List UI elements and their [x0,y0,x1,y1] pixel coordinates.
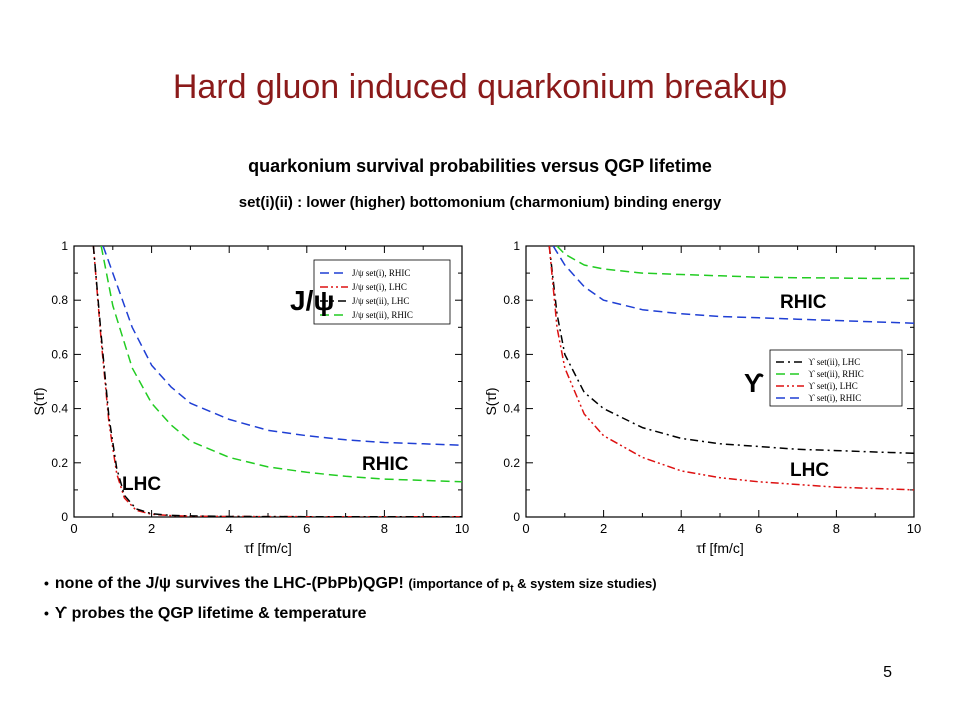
x-tick-label: 2 [600,521,607,536]
series-line-1 [92,246,462,517]
legend-label-1: ϒ set(ii), RHIC [808,369,864,379]
legend-label-2: ϒ set(i), LHC [808,381,858,391]
y-tick-label: 1 [513,239,520,253]
y-tick-label: 0 [61,510,68,524]
series-line-0 [548,246,914,455]
y-axis-label: S(τf) [31,387,47,415]
legend-label-1: J/ψ set(i), LHC [352,282,407,292]
rhic-label: RHIC [362,454,409,475]
series-group [548,246,914,491]
bullet-item-upsilon: • ϒ probes the QGP lifetime & temperature [44,605,944,623]
y-tick-label: 0.2 [503,456,520,470]
series-line-0 [102,246,462,446]
y-tick-label: 1 [61,239,68,253]
upsilon-survival-chart: 0 2 4 6 8 10 0 0.2 0.4 0.6 0.8 1 τf [fm/c] S(τf) ϒ set… [483,239,921,556]
bullet-text-jpsi: none of the J/ψ survives the LHC-(PbPb)Q… [54,575,404,592]
x-tick-label: 4 [226,521,233,536]
bullet-list: • none of the J/ψ survives the LHC-(PbPb)… [44,575,944,633]
y-tick-label: 0.4 [51,402,68,416]
y-tick-label: 0.6 [51,347,68,361]
y-tick-label: 0.8 [503,293,520,307]
y-tick-label: 0.6 [503,347,520,361]
bullet-item-jpsi: • none of the J/ψ survives the LHC-(PbPb)… [44,575,944,595]
legend-box [313,259,451,325]
bullet-detail: (importance of pt & system size studies) [408,576,657,595]
y-axis-label: S(τf) [483,387,499,415]
rhic-label: RHIC [780,292,827,313]
x-tick-label: 10 [907,521,921,536]
x-tick-label: 8 [833,521,840,536]
series-line-3 [552,246,914,324]
x-tick-label: 0 [70,521,77,536]
x-tick-label: 4 [678,521,685,536]
particle-label: J/ψ [290,285,334,316]
x-tick-label: 6 [303,521,310,536]
lhc-label: LHC [790,460,829,481]
bullet-icon: • [44,604,49,621]
legend-label-3: ϒ set(i), RHIC [808,393,861,403]
x-axis-label: τf [fm/c] [244,540,292,556]
page-number: 5 [883,664,892,681]
series-line-1 [556,246,914,280]
slide-subtitle: quarkonium survival probabilities versus… [248,156,712,176]
x-tick-label: 0 [522,521,529,536]
slide-note: set(i)(ii) : lower (higher) bottomonium … [238,194,722,211]
x-tick-label: 2 [148,521,155,536]
bullet-text-upsilon: ϒ probes the QGP lifetime & temperature [54,604,367,622]
y-tick-label: 0.2 [51,456,68,470]
lhc-label: LHC [122,474,161,495]
jpsi-survival-chart: 0 2 4 6 8 10 0 0.2 0.4 0.6 0.8 1 τf [fm/c] S(τf) J/ψ s… [31,239,469,556]
x-tick-label: 10 [455,521,469,536]
bullet-icon: • [44,575,49,591]
y-tick-label: 0.8 [51,293,68,307]
slide-title: Hard gluon induced quarkonium breakup [172,68,788,106]
x-tick-label: 6 [755,521,762,536]
y-tick-label: 0.4 [503,402,520,416]
x-axis-label: τf [fm/c] [696,540,744,556]
legend-label-0: J/ψ set(i), RHIC [352,268,410,278]
particle-label: ϒ [744,368,764,398]
series-group [92,246,462,517]
legend-label-2: J/ψ set(ii), LHC [352,296,409,306]
x-tick-label: 8 [381,521,388,536]
legend-box [769,349,903,407]
series-line-2 [548,246,914,491]
legend-label-3: J/ψ set(ii), RHIC [352,310,413,320]
legend-label-0: ϒ set(ii), LHC [808,357,860,367]
y-tick-label: 0 [513,510,520,524]
